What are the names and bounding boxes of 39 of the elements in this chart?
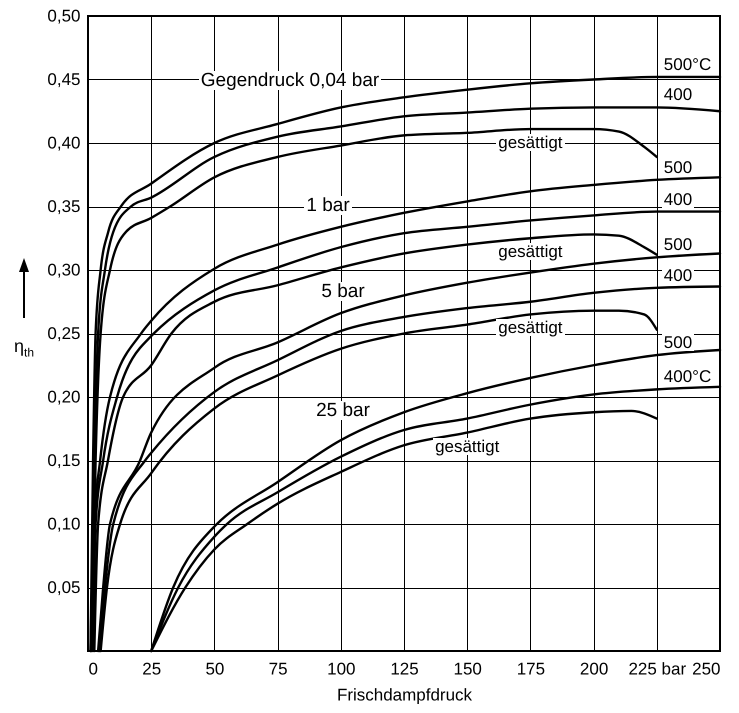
annotation: 1 bar	[304, 194, 352, 216]
annotation: 25 bar	[314, 400, 372, 420]
x-tick-label: 225 bar	[628, 660, 686, 678]
x-tick-label: 175	[516, 660, 546, 678]
x-tick-label: 50	[205, 660, 224, 678]
series-label: 400°C	[662, 367, 714, 386]
series-label: 400	[662, 190, 694, 209]
x-tick-label: 100	[327, 660, 356, 678]
y-tick-label: 0,30	[47, 260, 80, 280]
y-tick-label: 0,35	[47, 197, 80, 216]
series-label: 400	[662, 266, 694, 285]
x-tick-label: 200	[580, 660, 608, 678]
series-label: gesättigt	[433, 436, 502, 456]
series-label: gesättigt	[496, 318, 565, 338]
x-tick-label: 75	[268, 660, 288, 678]
y-tick-label: 0,05	[47, 578, 80, 597]
x-tick-label: 0	[88, 660, 98, 678]
series-label: gesättigt	[496, 133, 565, 152]
series-label: 500	[662, 235, 694, 254]
series-label: 400	[662, 85, 694, 104]
x-tick-label: 25	[142, 660, 162, 678]
y-tick-label: 0,45	[47, 70, 80, 89]
y-tick-label: 0,20	[47, 388, 80, 406]
annotation: Gegendruck 0,04 bar	[198, 70, 382, 90]
x-tick-label: 250	[692, 660, 720, 678]
y-tick-label: 0,10	[47, 514, 80, 534]
x-tick-label: 125	[390, 660, 419, 678]
y-axis-title: η$_{th}$	[14, 336, 34, 360]
series-label: 500	[662, 158, 694, 177]
y-tick-label: 0,40	[47, 134, 80, 152]
y-tick-label: 0,25	[47, 324, 80, 343]
x-axis-title: Frischdampfdruck	[336, 686, 473, 704]
y-tick-label: 0,50	[47, 6, 80, 26]
annotation: 5 bar	[319, 280, 367, 302]
x-tick-label: 150	[454, 660, 482, 678]
series-label: gesättigt	[496, 242, 565, 262]
series-label: 500°C	[662, 54, 714, 74]
series-label: 500	[662, 333, 694, 352]
y-tick-label: 0,15	[47, 451, 80, 470]
